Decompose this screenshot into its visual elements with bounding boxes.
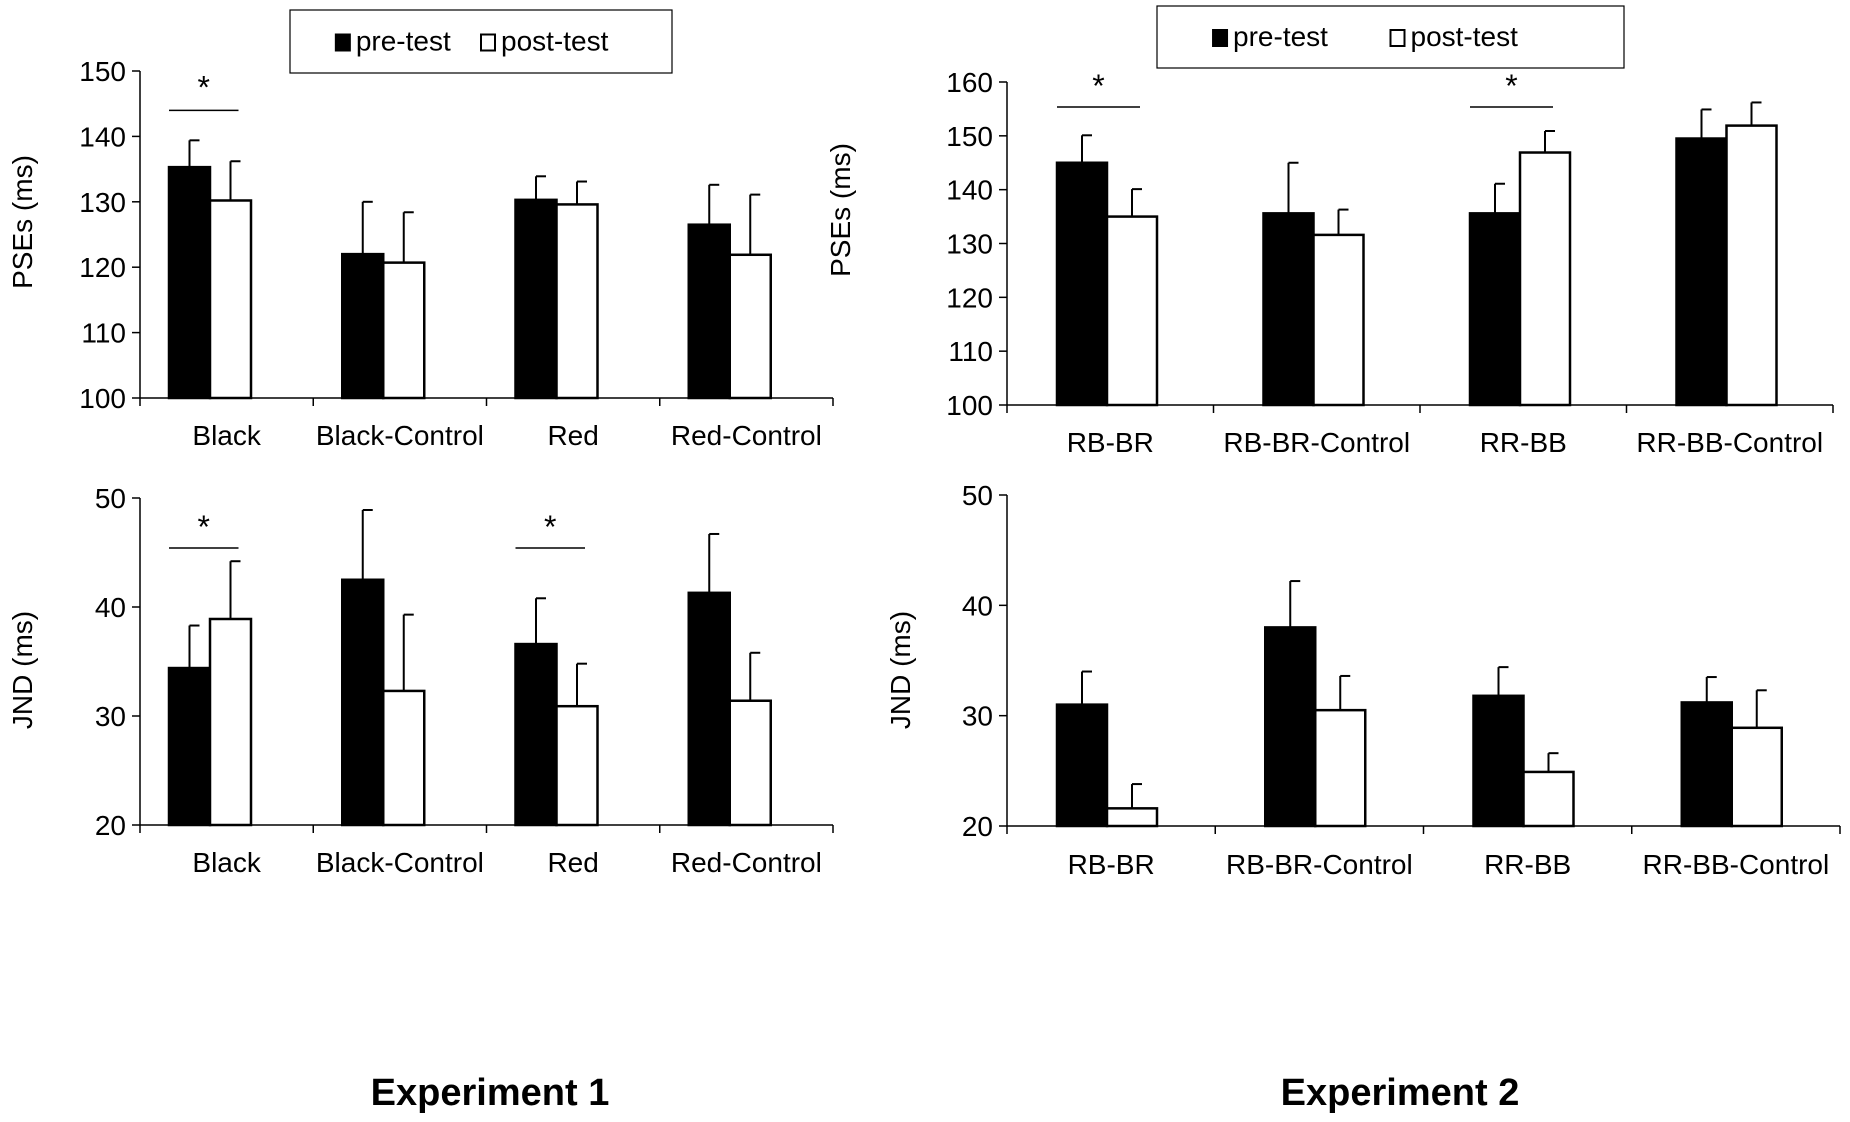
y-tick-label: 110 <box>81 318 126 349</box>
y-tick-label: 20 <box>95 810 126 841</box>
pre-test-bar <box>341 252 385 400</box>
post-test-bar <box>382 689 426 827</box>
y-tick-label: 100 <box>79 383 126 414</box>
category-label: Red <box>547 847 598 878</box>
category-label: RR-BB-Control <box>1636 427 1823 458</box>
y-tick-label: 50 <box>95 483 126 514</box>
y-tick-label: 140 <box>79 121 126 152</box>
y-tick-label: 130 <box>946 229 993 260</box>
pre-test-bar <box>1680 701 1733 828</box>
experiment-1-label: Experiment 1 <box>371 1072 610 1114</box>
y-tick-label: 40 <box>962 590 993 621</box>
y-tick-label: 40 <box>95 592 126 623</box>
y-axis-title: JND (ms) <box>7 611 38 729</box>
category-label: Black <box>192 420 261 451</box>
y-tick-label: 100 <box>946 390 993 421</box>
y-tick-label: 150 <box>946 121 993 152</box>
y-tick-label: 150 <box>79 56 126 87</box>
pre-test-bar <box>1055 703 1109 828</box>
y-tick-label: 120 <box>946 282 993 313</box>
pre-test-bar <box>514 642 558 827</box>
legend-label-post-test: post-test <box>501 26 609 57</box>
category-label: RB-BR <box>1068 849 1155 880</box>
category-label: Black-Control <box>316 420 484 451</box>
y-tick-label: 50 <box>962 480 993 511</box>
category-label: Black-Control <box>316 847 484 878</box>
pre-test-bar <box>167 165 212 400</box>
pre-test-bar <box>1055 161 1109 407</box>
legend-label-post-test: post-test <box>1411 21 1519 52</box>
legend-swatch-pre-test <box>334 33 351 52</box>
post-test-bar <box>208 617 253 827</box>
category-label: RR-BB <box>1484 849 1571 880</box>
category-label: Red-Control <box>671 420 822 451</box>
pre-test-bar <box>687 223 731 400</box>
pre-test-bar <box>1264 626 1317 828</box>
post-test-bar <box>1725 124 1778 407</box>
legend-label-pre-test: pre-test <box>356 26 451 57</box>
post-test-bar <box>728 253 772 400</box>
post-test-bar <box>728 699 772 827</box>
chart-exp2-pse: 100 110 120 130 140 150 160 RB-BR RB-BR-Control R… <box>825 5 1834 458</box>
experiment-2-label: Experiment 2 <box>1281 1072 1520 1114</box>
significance-star: * <box>1505 68 1517 104</box>
post-test-bar <box>555 203 599 400</box>
category-label: RB-BR-Control <box>1223 427 1410 458</box>
post-test-bar <box>1518 151 1572 407</box>
pre-test-bar <box>1472 694 1525 828</box>
post-test-bar <box>1522 770 1575 828</box>
category-label: Red-Control <box>671 847 822 878</box>
post-test-bar <box>555 704 599 827</box>
significance-star: * <box>198 69 210 105</box>
pre-test-bar <box>687 591 731 827</box>
y-tick-label: 140 <box>946 175 993 206</box>
pre-test-bar <box>341 578 385 827</box>
y-axis-title: JND (ms) <box>885 611 916 729</box>
chart-exp1-pse: 100 110 120 130 140 150 Black Black-Control Red R… <box>7 9 834 451</box>
post-test-bar <box>1314 708 1367 828</box>
legend-swatch-post-test <box>1389 29 1406 47</box>
legend-swatch-pre-test <box>1212 29 1229 47</box>
pre-test-bar <box>514 198 558 400</box>
category-label: Black <box>192 847 261 878</box>
post-test-bar <box>1105 807 1159 828</box>
pre-test-bar <box>1262 212 1315 407</box>
category-label: RR-BB <box>1480 427 1567 458</box>
post-test-bar <box>382 261 426 400</box>
y-tick-label: 130 <box>79 187 126 218</box>
y-tick-label: 120 <box>79 252 126 283</box>
pre-test-bar <box>1675 137 1728 407</box>
y-tick-label: 30 <box>95 701 126 732</box>
y-axis-title: PSEs (ms) <box>825 143 856 277</box>
significance-star: * <box>198 509 210 545</box>
category-label: Red <box>547 420 598 451</box>
y-tick-label: 20 <box>962 811 993 842</box>
legend-label-pre-test: pre-test <box>1233 21 1328 52</box>
pre-test-bar <box>167 666 212 827</box>
y-tick-label: 110 <box>948 336 993 367</box>
category-label: RB-BR <box>1067 427 1154 458</box>
y-tick-label: 160 <box>946 67 993 98</box>
category-label: RR-BB-Control <box>1643 849 1830 880</box>
chart-exp2-jnd: 20 30 40 50 RB-BR RB-BR-Control RR-BB RR-BB-Con… <box>885 480 1841 880</box>
category-label: RB-BR-Control <box>1226 849 1413 880</box>
post-test-bar <box>208 199 253 400</box>
post-test-bar <box>1312 233 1365 407</box>
chart-exp1-jnd: 20 30 40 50 Black Black-Control Red Red-Control… <box>7 483 834 878</box>
significance-star: * <box>544 509 556 545</box>
significance-star: * <box>1092 68 1104 104</box>
legend-swatch-post-test <box>480 33 496 52</box>
post-test-bar <box>1105 215 1159 407</box>
post-test-bar <box>1730 726 1783 828</box>
pre-test-bar <box>1468 212 1522 407</box>
y-tick-label: 30 <box>962 701 993 732</box>
y-axis-title: PSEs (ms) <box>7 155 38 289</box>
